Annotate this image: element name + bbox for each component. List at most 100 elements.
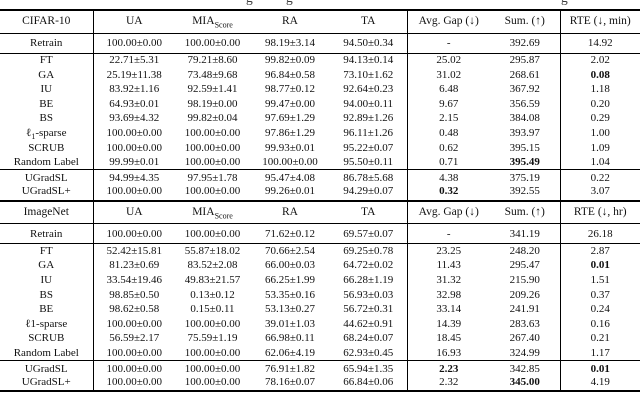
value-cell: 69.25±0.78 (343, 245, 394, 258)
column-header-sum-: Sum. (↑) (504, 15, 545, 28)
value-cell: 26.18 (559, 223, 640, 244)
row-scrub: SCRUB 56.59±2.17 75.59±1.19 66.98±0.11 68.24… (0, 331, 640, 347)
method-cell: BS (39, 288, 53, 301)
value-cell: 79.21±8.60 (187, 54, 238, 67)
row-iu: IU 83.92±1.16 92.59±1.41 98.77±0.12 92.64±0.… (0, 82, 640, 97)
row-ga: GA 25.19±11.38 73.48±9.68 96.84±0.58 73.10±1… (0, 67, 640, 83)
value-cell: 98.77±0.12 (264, 83, 316, 96)
column-header-rte-min-: RTE (↓, min) (559, 10, 640, 33)
value-cell: 96.11±1.26 (343, 126, 394, 139)
value-cell: 64.72±0.02 (343, 259, 394, 272)
value-cell: 9.67 (406, 96, 490, 112)
column-header-avg-gap-: Avg. Gap (↓) (406, 10, 490, 33)
value-cell: 55.87±18.02 (184, 245, 241, 258)
value-cell: 0.21 (559, 331, 640, 347)
value-cell: 99.93±0.01 (264, 141, 316, 154)
value-cell: 66.00±0.03 (264, 259, 316, 272)
value-cell: 16.93 (406, 346, 490, 361)
value-cell: 1.18 (559, 82, 640, 97)
value-cell: 241.91 (509, 303, 540, 316)
row-ft: FT 22.71±5.31 79.21±8.60 99.82±0.09 94.13±0.… (0, 53, 640, 68)
value-cell: 94.99±4.35 (92, 169, 175, 185)
value-cell: 98.62±0.58 (92, 302, 175, 317)
value-cell: 100.00±0.00 (184, 346, 241, 359)
value-cell: 64.93±0.01 (92, 96, 175, 112)
value-cell: 392.69 (509, 36, 540, 49)
value-cell: 0.24 (559, 302, 640, 317)
row-ugradsl+: UGradSL+ 100.00±0.00 100.00±0.00 99.26±0.01… (0, 184, 640, 200)
value-cell: 2.23 (406, 360, 490, 376)
dataset-name: ImageNet (23, 206, 69, 219)
value-cell: 1.04 (559, 155, 640, 170)
value-cell: 53.35±0.16 (264, 288, 316, 301)
value-cell: 0.22 (559, 169, 640, 185)
value-cell: 345.00 (509, 375, 540, 388)
value-cell: 11.43 (406, 258, 490, 274)
value-cell: 66.84±0.06 (343, 375, 394, 388)
value-cell: 75.59±1.19 (187, 332, 238, 345)
value-cell: 0.71 (406, 155, 490, 170)
caption-descender-fragment: g (561, 0, 568, 6)
value-cell: 209.26 (509, 288, 540, 301)
value-cell: 100.00±0.00 (92, 346, 175, 361)
value-cell: 53.13±0.27 (264, 303, 316, 316)
cropped-caption-fragments: ggg (0, 0, 640, 9)
value-cell: - (406, 33, 490, 53)
method-cell: UGradSL (24, 172, 68, 185)
method-cell: UGradSL (24, 363, 68, 376)
value-cell: 73.10±1.62 (343, 68, 394, 81)
value-cell: 99.47±0.00 (264, 97, 316, 110)
value-cell: 0.01 (559, 258, 640, 274)
value-cell: 92.89±1.26 (343, 112, 394, 125)
column-header-rte-hr-: RTE (↓, hr) (559, 200, 640, 224)
value-cell: 95.22±0.07 (343, 141, 394, 154)
value-cell: 86.78±5.68 (343, 172, 394, 185)
value-cell: 100.00±0.00 (92, 316, 175, 332)
value-cell: 25.19±11.38 (92, 67, 175, 83)
value-cell: 395.49 (509, 155, 540, 168)
value-cell: 83.92±1.16 (92, 82, 175, 97)
value-cell: 44.62±0.91 (343, 317, 394, 330)
dataset-name: CIFAR-10 (22, 15, 71, 28)
value-cell: - (406, 223, 490, 244)
value-cell: 62.93±0.45 (343, 346, 394, 359)
row-be: BE 98.62±0.58 0.15±0.11 53.13±0.27 56.72±0.3… (0, 302, 640, 317)
column-header-ua: UA (92, 200, 175, 224)
value-cell: 0.48 (406, 125, 490, 141)
method-cell: BS (39, 112, 53, 125)
row--1-sparse: ℓ1-sparse 100.00±0.00 100.00±0.00 39.01±1.0… (0, 316, 640, 332)
column-header-sum-: Sum. (↑) (504, 206, 545, 219)
column-header-ta: TA (361, 15, 376, 28)
value-cell: 100.00±0.00 (184, 363, 241, 376)
row--1-sparse: ℓ1-sparse 100.00±0.00 100.00±0.00 97.86±1.2… (0, 125, 640, 141)
method-cell: ℓ1-sparse (25, 317, 68, 330)
value-cell: 295.87 (509, 54, 540, 67)
value-cell: 25.02 (406, 53, 490, 68)
value-cell: 14.39 (406, 316, 490, 332)
value-cell: 94.29±0.07 (343, 185, 394, 198)
method-cell: Retrain (30, 227, 63, 240)
value-cell: 32.98 (406, 287, 490, 303)
value-cell: 39.01±1.03 (264, 317, 316, 330)
row-retrain: Retrain 100.00±0.00 100.00±0.00 71.62±0.12 6… (0, 223, 640, 244)
method-cell: SCRUB (28, 332, 65, 345)
value-cell: 1.09 (559, 140, 640, 156)
value-cell: 356.59 (509, 97, 540, 110)
value-cell: 23.25 (406, 243, 490, 259)
value-cell: 0.20 (559, 96, 640, 112)
value-cell: 99.82±0.09 (264, 54, 316, 67)
method-cell: FT (39, 54, 53, 67)
header-row: CIFAR-10 UA MIAScore RA TA Avg. Gap (↓) Sum. (… (0, 10, 640, 33)
value-cell: 100.00±0.00 (184, 141, 241, 154)
value-cell: 0.08 (559, 67, 640, 83)
value-cell: 248.20 (509, 245, 540, 258)
value-cell: 100.00±0.00 (92, 360, 175, 376)
value-cell: 95.50±0.11 (343, 155, 394, 168)
method-cell: GA (38, 68, 55, 81)
column-header-avg-gap-: Avg. Gap (↓) (406, 200, 490, 224)
row-iu: IU 33.54±19.46 49.83±21.57 66.25±1.99 66.28±… (0, 273, 640, 288)
value-cell: 100.00±0.00 (92, 223, 175, 244)
method-cell: IU (40, 83, 53, 96)
header-row: ImageNet UA MIAScore RA TA Avg. Gap (↓) Sum. (… (0, 200, 640, 224)
value-cell: 73.48±9.68 (187, 68, 238, 81)
